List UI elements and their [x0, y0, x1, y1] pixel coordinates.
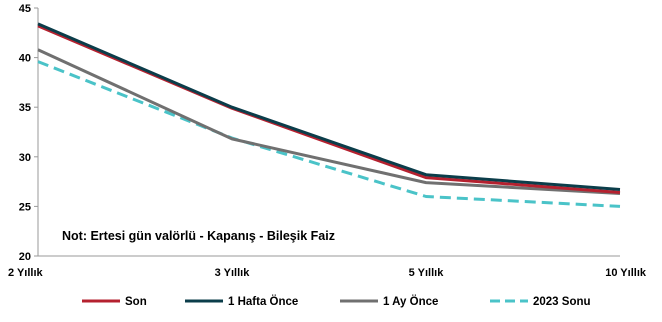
series-lines — [37, 22, 621, 208]
legend-label: 1 Hafta Önce — [228, 295, 298, 308]
chart-annotation: Not: Ertesi gün valörlü - Kapanış - Bile… — [62, 229, 335, 243]
legend: Son 1 Hafta Önce 1 Ay Önce 2023 Sonu — [82, 295, 591, 308]
x-tick-label: 5 Yıllık — [409, 267, 445, 279]
axes: 20 25 30 35 40 45 2 Yıllık 3 Yıllık 5 Yıllık 10 Y… — [8, 3, 647, 279]
series-line-2 — [37, 48, 621, 195]
y-tick-label: 20 — [19, 251, 31, 263]
x-tick-label: 10 Yıllık — [605, 267, 647, 279]
series-line-1 — [37, 22, 621, 191]
x-tick-label: 2 Yıllık — [8, 267, 44, 279]
y-tick-label: 25 — [19, 201, 31, 213]
y-tick-label: 30 — [19, 152, 31, 164]
legend-label: 2023 Sonu — [533, 296, 591, 308]
y-tick-label: 35 — [19, 102, 31, 114]
x-tick-label: 3 Yıllık — [215, 267, 251, 279]
series-line-3 — [37, 60, 621, 208]
y-tick-label: 40 — [19, 53, 31, 65]
legend-label: Son — [125, 296, 147, 308]
y-tick-label: 45 — [19, 3, 31, 15]
legend-label: 1 Ay Önce — [383, 295, 438, 308]
